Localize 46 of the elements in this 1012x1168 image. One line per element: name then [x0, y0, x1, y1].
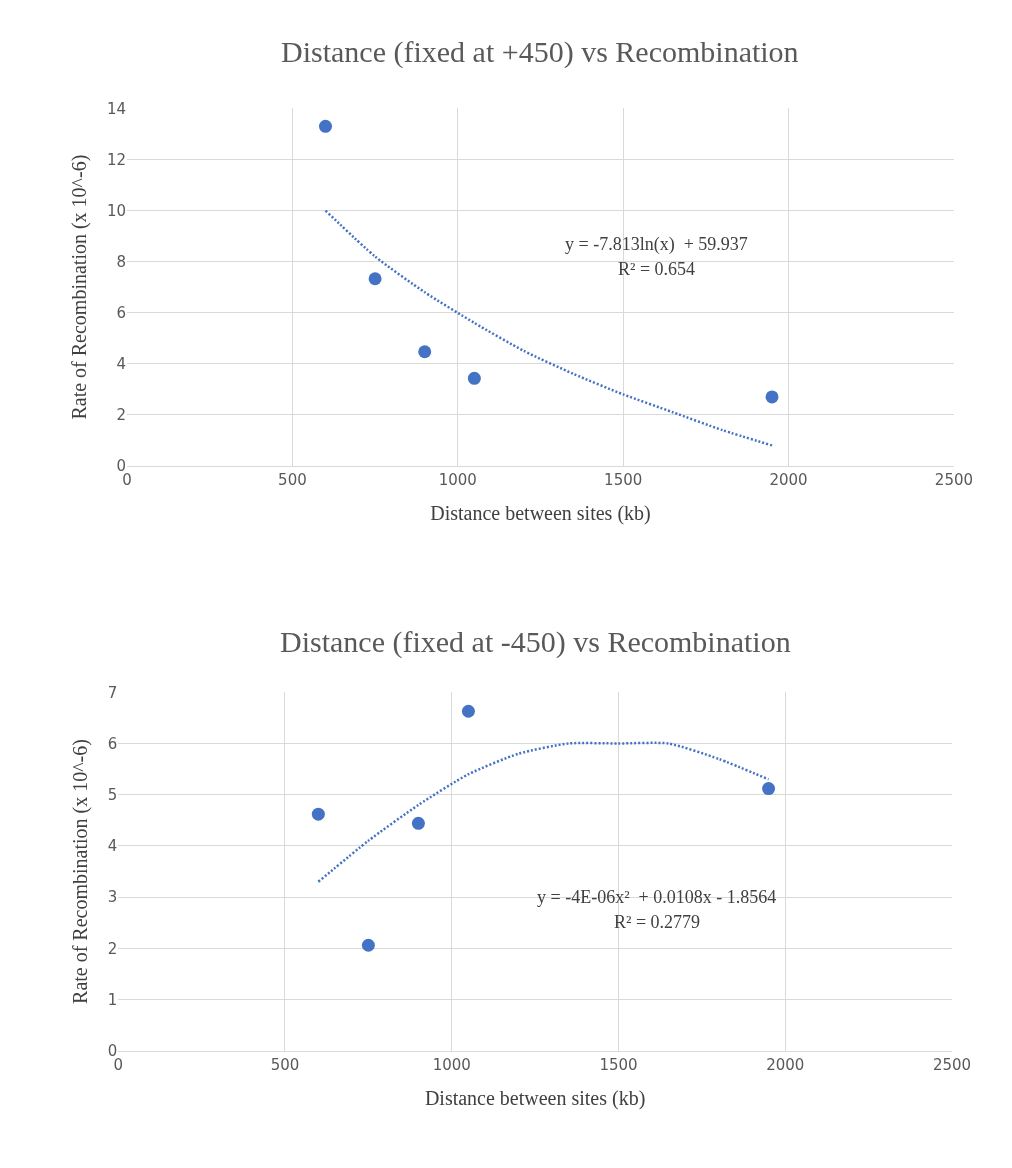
y-axis-title: Rate of Recombination (x 10^-6) — [69, 739, 93, 1004]
point — [762, 782, 776, 796]
y-tick-label: 1 — [107, 990, 118, 1009]
point — [461, 704, 475, 718]
y-tick-label: 7 — [107, 683, 118, 702]
x-tick-label: 500 — [270, 1055, 300, 1074]
y-tick-label: 10 — [106, 201, 127, 220]
point — [467, 371, 481, 385]
x-axis-title: Distance between sites (kb) — [430, 502, 651, 526]
y-tick-label: 6 — [116, 303, 127, 322]
y-tick-label: 2 — [107, 939, 118, 958]
point — [361, 938, 375, 952]
x-tick-label: 1500 — [599, 1055, 638, 1074]
annotation: y = -4E-06x² + 0.0108x - 1.8564 — [537, 887, 777, 907]
point — [311, 807, 325, 821]
point — [368, 272, 382, 286]
x-tick-label: 1500 — [604, 470, 643, 489]
line-series — [324, 209, 774, 447]
chart-title: Distance (fixed at +450) vs Recombination — [281, 35, 799, 69]
y-axis-title: Rate of Recombination (x 10^-6) — [68, 154, 92, 420]
y-tick-label: 8 — [116, 252, 127, 271]
annotation: R² = 0.654 — [618, 259, 696, 279]
x-tick-label: 1000 — [438, 470, 477, 489]
y-tick-label: 6 — [107, 734, 118, 753]
x-tick-label: 2500 — [934, 470, 974, 489]
x-tick-label: 2000 — [766, 1055, 805, 1074]
y-tick-label: 2 — [116, 406, 127, 425]
y-tick-label: 12 — [106, 150, 127, 169]
x-tick-label: 1000 — [432, 1055, 471, 1074]
point — [765, 390, 779, 404]
chart-title: Distance (fixed at -450) vs Recombination — [280, 625, 791, 659]
annotation: R² = 0.2779 — [614, 912, 701, 932]
y-tick-label: 4 — [116, 354, 127, 373]
y-tick-label: 4 — [107, 837, 118, 856]
annotation: y = -7.813ln(x) + 59.937 — [565, 234, 748, 255]
x-axis-title: Distance between sites (kb) — [424, 1087, 646, 1111]
point — [418, 345, 432, 359]
line-series — [317, 741, 770, 883]
y-tick-label: 5 — [107, 785, 118, 804]
x-tick-label: 2000 — [769, 470, 808, 489]
x-tick-label: 500 — [278, 470, 307, 489]
point — [411, 816, 425, 830]
x-tick-label: 2500 — [932, 1055, 972, 1074]
y-tick-label: 3 — [107, 888, 118, 907]
point — [319, 119, 332, 133]
y-tick-label: 14 — [106, 99, 127, 118]
